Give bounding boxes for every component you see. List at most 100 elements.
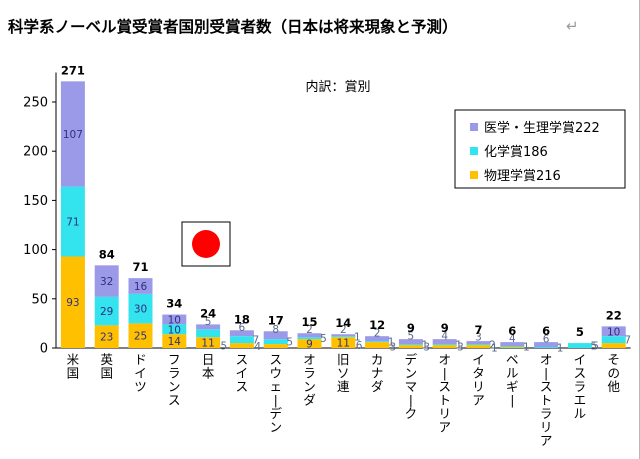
- segment-label: 14: [168, 336, 182, 348]
- category-label: フランス: [168, 352, 181, 408]
- bar-segment: [94, 265, 119, 297]
- bar-segment: [365, 336, 390, 342]
- segment-label: 3: [475, 332, 482, 344]
- bar-segment: [331, 334, 356, 337]
- segment-label: 2: [340, 324, 347, 336]
- segment-label: 71: [66, 217, 79, 229]
- return-mark: ↵: [566, 17, 579, 35]
- data-labels: 9371107271232932842530167114101034115245…: [61, 63, 631, 354]
- bar-segment: [500, 346, 525, 348]
- category-label: その他: [607, 352, 620, 394]
- category-label: ドイツ: [134, 352, 147, 394]
- chart-subtitle: 内訳：賞別: [305, 79, 370, 95]
- bar-segment: [162, 314, 187, 325]
- segment-label: 1: [455, 340, 462, 352]
- legend-label: 医学・生理学賞222: [484, 120, 600, 136]
- segment-label: 3: [457, 342, 464, 354]
- category-label: スウェ|デン: [269, 352, 282, 435]
- y-tick-label: 50: [31, 292, 48, 307]
- segment-label: 6: [239, 322, 246, 334]
- segment-label: 6: [356, 340, 363, 352]
- bar-segment: [398, 344, 423, 346]
- category-label: イスラエル: [574, 352, 587, 421]
- total-label: 24: [200, 306, 216, 320]
- total-label: 71: [132, 260, 148, 274]
- segment-label: 4: [509, 333, 516, 345]
- category-label: スイス: [236, 352, 249, 394]
- legend-label: 物理学賞216: [484, 168, 561, 184]
- segment-label: 25: [134, 331, 147, 343]
- bar-segment: [365, 341, 390, 343]
- segment-label: 107: [63, 129, 83, 141]
- category-label: オ|ストラリア: [540, 352, 553, 448]
- bar-segment: [567, 343, 592, 348]
- segment-label: 16: [134, 281, 148, 293]
- legend-label: 化学賞186: [484, 144, 548, 160]
- bar-segment: [94, 325, 119, 348]
- bar-segment: [331, 337, 356, 348]
- total-label: 17: [268, 313, 284, 327]
- legend: 医学・生理学賞222 化学賞186 物理学賞216: [454, 109, 626, 189]
- bar-segment: [60, 186, 85, 257]
- segment-label: 1: [422, 340, 429, 352]
- total-label: 271: [61, 63, 85, 77]
- total-label: 22: [606, 308, 622, 322]
- bar-segment: [466, 345, 491, 348]
- segment-label: 10: [168, 324, 181, 336]
- y-tick-label: 250: [23, 96, 48, 111]
- segment-label: 5: [591, 341, 598, 353]
- total-label: 84: [99, 247, 115, 261]
- bar-segment: [601, 336, 626, 344]
- bar-segment: [398, 339, 423, 345]
- y-tick-label: 100: [23, 243, 48, 258]
- bar-segment: [432, 344, 457, 346]
- page-title: 科学系ノーベル賞受賞者国別受賞者数（日本は将来現象と予測）: [8, 18, 458, 36]
- segment-label: 5: [592, 341, 599, 353]
- bar-segment: [432, 345, 457, 348]
- segment-label: 11: [201, 338, 214, 350]
- bar-segment: [229, 336, 254, 344]
- bar-segment: [60, 81, 85, 187]
- segment-label: 29: [100, 306, 113, 318]
- bar-segment: [263, 331, 288, 340]
- segment-label: 1: [491, 343, 498, 355]
- bar-segment: [229, 343, 254, 348]
- category-label: 日本: [202, 352, 215, 381]
- bar-segment: [162, 324, 187, 335]
- category-label: 英国: [100, 352, 113, 381]
- bar-segment: [162, 334, 187, 348]
- bar-segment: [229, 330, 254, 337]
- category-label: デンマ|ク: [405, 352, 418, 421]
- total-label: 9: [407, 321, 415, 335]
- segment-label: 30: [134, 304, 147, 316]
- bar-segment: [398, 345, 423, 348]
- total-label: 14: [335, 316, 351, 330]
- bar-segment: [196, 329, 221, 338]
- category-label: イタリア: [472, 352, 485, 408]
- bar-segment: [263, 344, 288, 348]
- bar-segment: [500, 342, 525, 347]
- segment-label: 7: [253, 335, 260, 347]
- y-tick-label: 0: [40, 342, 48, 357]
- segment-label: 10: [607, 326, 620, 338]
- total-label: 7: [474, 323, 482, 337]
- bar-segment: [297, 333, 322, 338]
- total-label: 5: [576, 325, 584, 339]
- segment-label: 5: [221, 341, 228, 353]
- segment-label: 11: [337, 338, 350, 350]
- legend-swatch: [470, 171, 478, 179]
- y-tick-label: 150: [23, 194, 48, 209]
- segment-label: 93: [66, 297, 79, 309]
- bar-segment: [263, 339, 288, 345]
- y-tick-label: 200: [23, 145, 48, 160]
- bar-segment: [128, 278, 153, 294]
- segment-label: 2: [489, 340, 496, 352]
- segment-label: 2: [374, 328, 381, 340]
- bar-segment: [196, 337, 221, 348]
- segment-label: 6: [543, 334, 550, 346]
- category-label: ベルギ|: [506, 352, 519, 408]
- bar-segment: [432, 339, 457, 345]
- segment-label: 4: [254, 341, 261, 353]
- bar-segment: [466, 341, 491, 345]
